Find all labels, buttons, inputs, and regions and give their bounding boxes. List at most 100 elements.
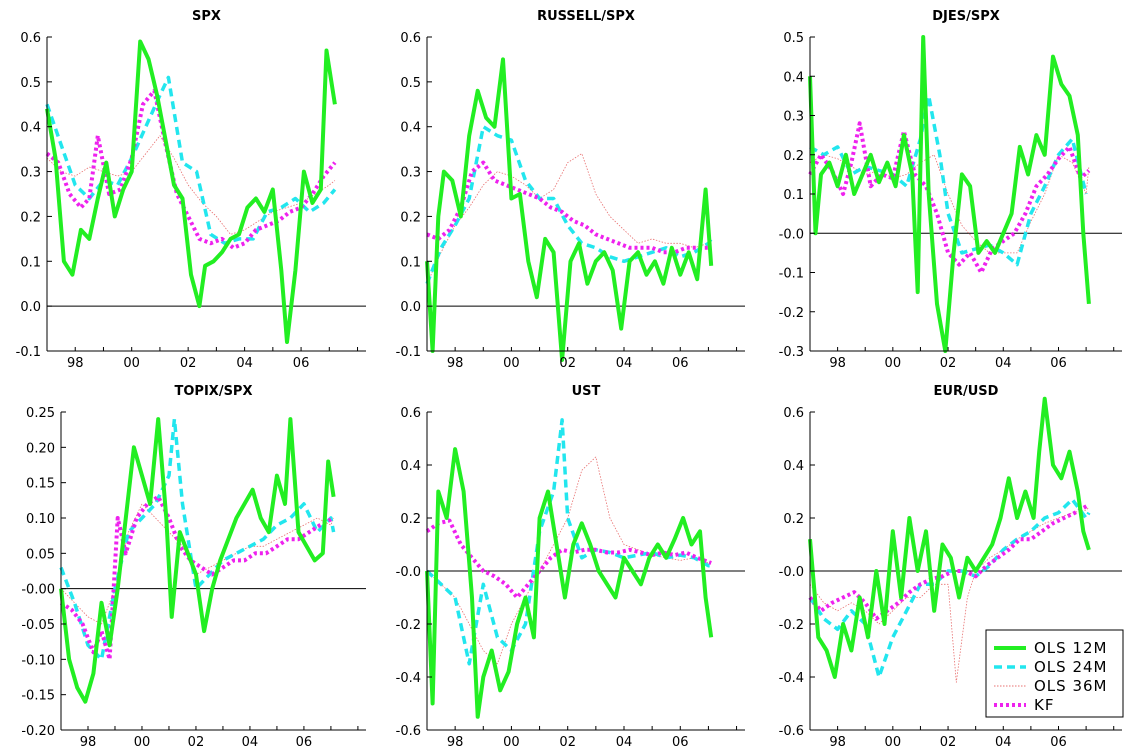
y-tick-label: 0.5 [783,31,804,46]
x-tick-label: 04 [242,735,259,749]
x-tick-label: 98 [80,735,97,749]
y-tick-label: 0.0 [400,300,421,315]
y-tick-label: 0.25 [26,406,55,421]
panel-5: UST -0.6 -0.4 -0.2 -0.0 0.2 0.4 0.6 98 00 02 04 06 [396,384,745,749]
y-tick-label: -0.2 [779,306,804,321]
x-tick-label: 04 [616,735,633,749]
y-tick-label: 0.6 [400,406,421,421]
y-tick-label: -0.4 [396,671,421,686]
x-tick-label: 98 [447,356,464,371]
series-line-kf [426,160,712,255]
x-tick-label: 00 [134,735,151,749]
legend-label: OLS 24M [1034,658,1107,676]
series-line-ols-36m [46,135,336,235]
x-tick-label: 02 [940,356,957,371]
x-tick-label: 06 [293,356,310,371]
y-tick-label: 0.5 [400,76,421,91]
y-tick-label: 0.2 [20,210,41,225]
y-tick-label: 0.3 [783,110,804,125]
x-tick-label: 06 [1050,356,1067,371]
series-line-ols-24m [425,418,712,666]
y-tick-label: 0.20 [26,441,55,456]
y-tick-label: 0.6 [20,31,41,46]
x-tick-label: 98 [67,356,84,371]
series-line-ols-36m [426,456,712,665]
y-tick-label: -0.10 [21,653,55,668]
panel-title: RUSSELL/SPX [537,9,635,24]
y-tick-label: 0.2 [783,512,804,527]
y-tick-label: 0.15 [26,477,55,492]
series-line-ols-12m [808,35,1091,353]
x-tick-label: 00 [123,356,140,371]
x-tick-label: 04 [236,356,253,371]
y-tick-label: 0.1 [400,255,421,270]
y-tick-label: 0.1 [20,255,41,270]
x-tick-label: 00 [503,356,520,371]
y-tick-label: -0.6 [396,724,421,739]
series-line-ols-24m [809,94,1088,267]
y-tick-label: 0.5 [20,76,41,91]
series-line-ols-36m [809,507,1090,683]
series-line-ols-36m [809,154,1090,254]
series-line-kf [808,121,1091,275]
y-tick-label: 0.6 [400,31,421,46]
y-tick-label: -0.05 [21,618,55,633]
panel-title: UST [572,384,601,399]
x-tick-label: 98 [829,356,846,371]
legend-label: OLS 36M [1034,677,1107,695]
series-line-kf [45,88,337,250]
y-tick-label: -0.6 [779,724,804,739]
x-tick-label: 00 [885,735,902,749]
x-tick-label: 06 [672,356,689,371]
panel-title: TOPIX/SPX [175,384,253,399]
x-tick-label: 04 [995,735,1012,749]
x-tick-label: 02 [940,735,957,749]
legend-label: KF [1034,696,1054,714]
panel-4: TOPIX/SPX -0.20 -0.15 -0.10 -0.05 -0.00 0.05 0.… [21,384,366,749]
y-tick-label: 0.4 [400,121,421,136]
x-tick-label: 98 [829,735,846,749]
legend-box [985,629,1124,718]
x-tick-label: 98 [447,735,464,749]
legend-label: OLS 12M [1034,639,1107,657]
y-tick-label: 0.1 [783,188,804,203]
y-tick-label: -0.00 [21,583,55,598]
panel-title: SPX [192,9,221,24]
y-tick-label: -0.1 [16,345,41,360]
x-tick-label: 00 [503,735,520,749]
series-line-kf [808,503,1090,621]
y-tick-label: -0.4 [779,671,804,686]
x-tick-label: 06 [672,735,689,749]
x-tick-label: 06 [296,735,313,749]
series-line-ols-36m [60,503,334,625]
y-tick-label: -0.0 [779,565,804,580]
series-line-kf [425,518,712,600]
y-tick-label: 0.3 [20,166,41,181]
y-tick-label: 0.10 [26,512,55,527]
y-tick-label: -0.3 [779,345,804,360]
y-tick-label: 0.6 [783,406,804,421]
series-line-ols-12m [59,417,336,704]
panel-3: DJES/SPX -0.3 -0.2 -0.1 -0.0 0.1 0.2 0.3 0.4 0.5 9… [779,9,1122,371]
y-tick-label: 0.3 [400,166,421,181]
panel-title: EUR/USD [934,384,999,399]
y-tick-label: 0.0 [20,300,41,315]
y-tick-label: -0.1 [779,267,804,282]
series-line-ols-12m [425,57,714,362]
y-tick-label: -0.0 [779,227,804,242]
y-tick-label: -0.0 [396,565,421,580]
panel-1: SPX -0.1 0.0 0.1 0.2 0.3 0.4 0.5 0.6 98 00 02 04 06 [16,9,366,371]
x-tick-label: 04 [616,356,633,371]
x-tick-label: 04 [995,356,1012,371]
y-tick-label: 0.2 [400,512,421,527]
x-tick-label: 02 [559,735,576,749]
x-tick-label: 00 [885,356,902,371]
y-tick-label: -0.15 [21,689,55,704]
panel-2: RUSSELL/SPX -0.1 0.0 0.1 0.2 0.3 0.4 0.5 0.6 98 00… [396,9,745,371]
series-line-ols-12m [425,447,714,719]
y-tick-label: 0.4 [400,459,421,474]
y-tick-label: -0.1 [396,345,421,360]
y-tick-label: 0.2 [783,149,804,164]
